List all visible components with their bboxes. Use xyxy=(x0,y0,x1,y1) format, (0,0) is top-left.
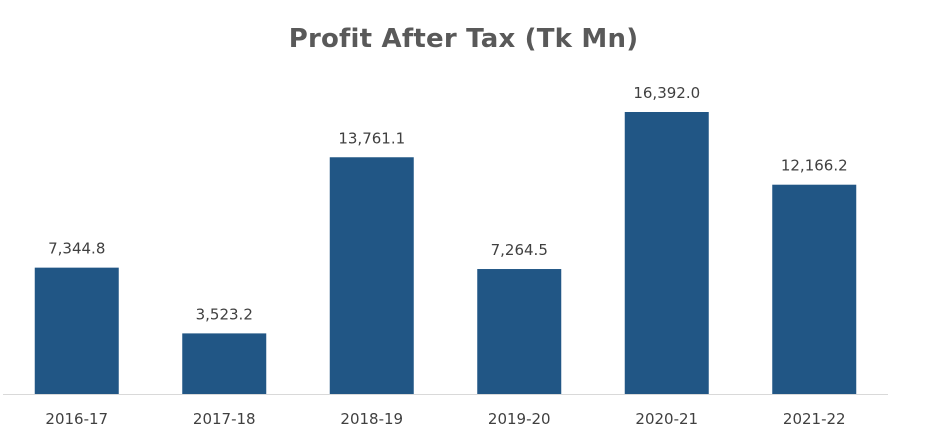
bar-2021-22 xyxy=(772,184,857,394)
bar-2019-20 xyxy=(477,269,562,394)
bar-2018-19 xyxy=(329,157,414,394)
x-tick-label-2016-17: 2016-17 xyxy=(45,410,108,428)
data-label-2021-22: 12,166.2 xyxy=(781,157,848,175)
data-label-2018-19: 13,761.1 xyxy=(338,129,405,147)
x-tick-label-2019-20: 2019-20 xyxy=(488,410,551,428)
data-label-2017-18: 3,523.2 xyxy=(196,305,253,323)
x-tick-label-2020-21: 2020-21 xyxy=(635,410,698,428)
data-label-2016-17: 7,344.8 xyxy=(48,240,105,258)
x-tick-label-2021-22: 2021-22 xyxy=(783,410,846,428)
x-tick-label-2017-18: 2017-18 xyxy=(193,410,256,428)
bar-2016-17 xyxy=(34,267,119,394)
bar-2020-21 xyxy=(624,112,709,394)
chart-title: Profit After Tax (Tk Mn) xyxy=(288,24,639,54)
x-tick-label-2018-19: 2018-19 xyxy=(340,410,403,428)
data-label-2019-20: 7,264.5 xyxy=(491,241,548,259)
data-label-2020-21: 16,392.0 xyxy=(633,84,700,102)
bar-2017-18 xyxy=(182,333,267,394)
